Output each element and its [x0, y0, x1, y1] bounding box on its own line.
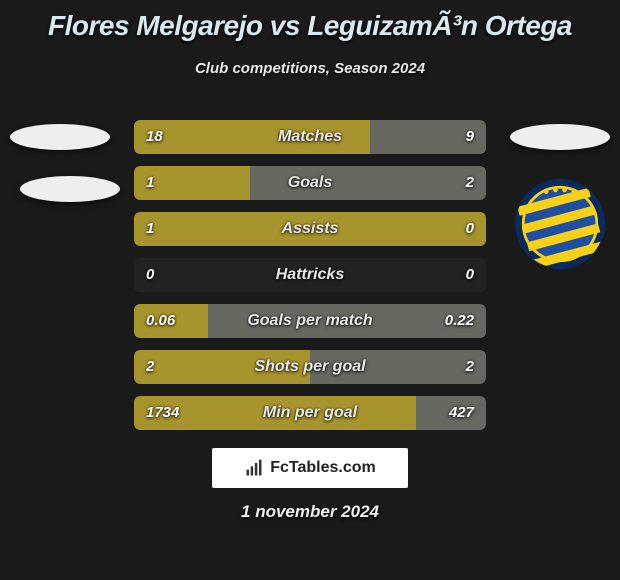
chart-icon: [244, 458, 264, 478]
stat-value-right: 9: [466, 120, 474, 154]
stat-row: 2Shots per goal2: [134, 350, 486, 384]
stat-label: Goals: [134, 166, 486, 200]
page-title: Flores Melgarejo vs LeguizamÃ³n Ortega: [0, 0, 620, 42]
stat-label: Assists: [134, 212, 486, 246]
stat-row: 1734Min per goal427: [134, 396, 486, 430]
stat-value-right: 427: [449, 396, 474, 430]
footer-brand-text: FcTables.com: [270, 459, 376, 477]
subtitle: Club competitions, Season 2024: [0, 60, 620, 77]
stat-label: Hattricks: [134, 258, 486, 292]
stat-value-right: 0: [466, 212, 474, 246]
stat-row: 18Matches9: [134, 120, 486, 154]
stat-row: 0Hattricks0: [134, 258, 486, 292]
stat-label: Goals per match: [134, 304, 486, 338]
player-left-flag-1: [10, 124, 110, 150]
player-left-flag-2: [20, 176, 120, 202]
stat-row: 0.06Goals per match0.22: [134, 304, 486, 338]
stat-label: Matches: [134, 120, 486, 154]
stat-value-right: 0: [466, 258, 474, 292]
stat-value-right: 0.22: [445, 304, 474, 338]
stat-label: Min per goal: [134, 396, 486, 430]
stats-table: 18Matches91Goals21Assists00Hattricks00.0…: [134, 120, 486, 442]
player-right-flag: [510, 124, 610, 150]
stat-value-right: 2: [466, 166, 474, 200]
stat-row: 1Goals2: [134, 166, 486, 200]
footer-brand: FcTables.com: [212, 448, 408, 488]
stat-label: Shots per goal: [134, 350, 486, 384]
stat-row: 1Assists0: [134, 212, 486, 246]
stat-value-right: 2: [466, 350, 474, 384]
club-badge-right: [514, 178, 606, 270]
footer-date: 1 november 2024: [0, 502, 620, 522]
